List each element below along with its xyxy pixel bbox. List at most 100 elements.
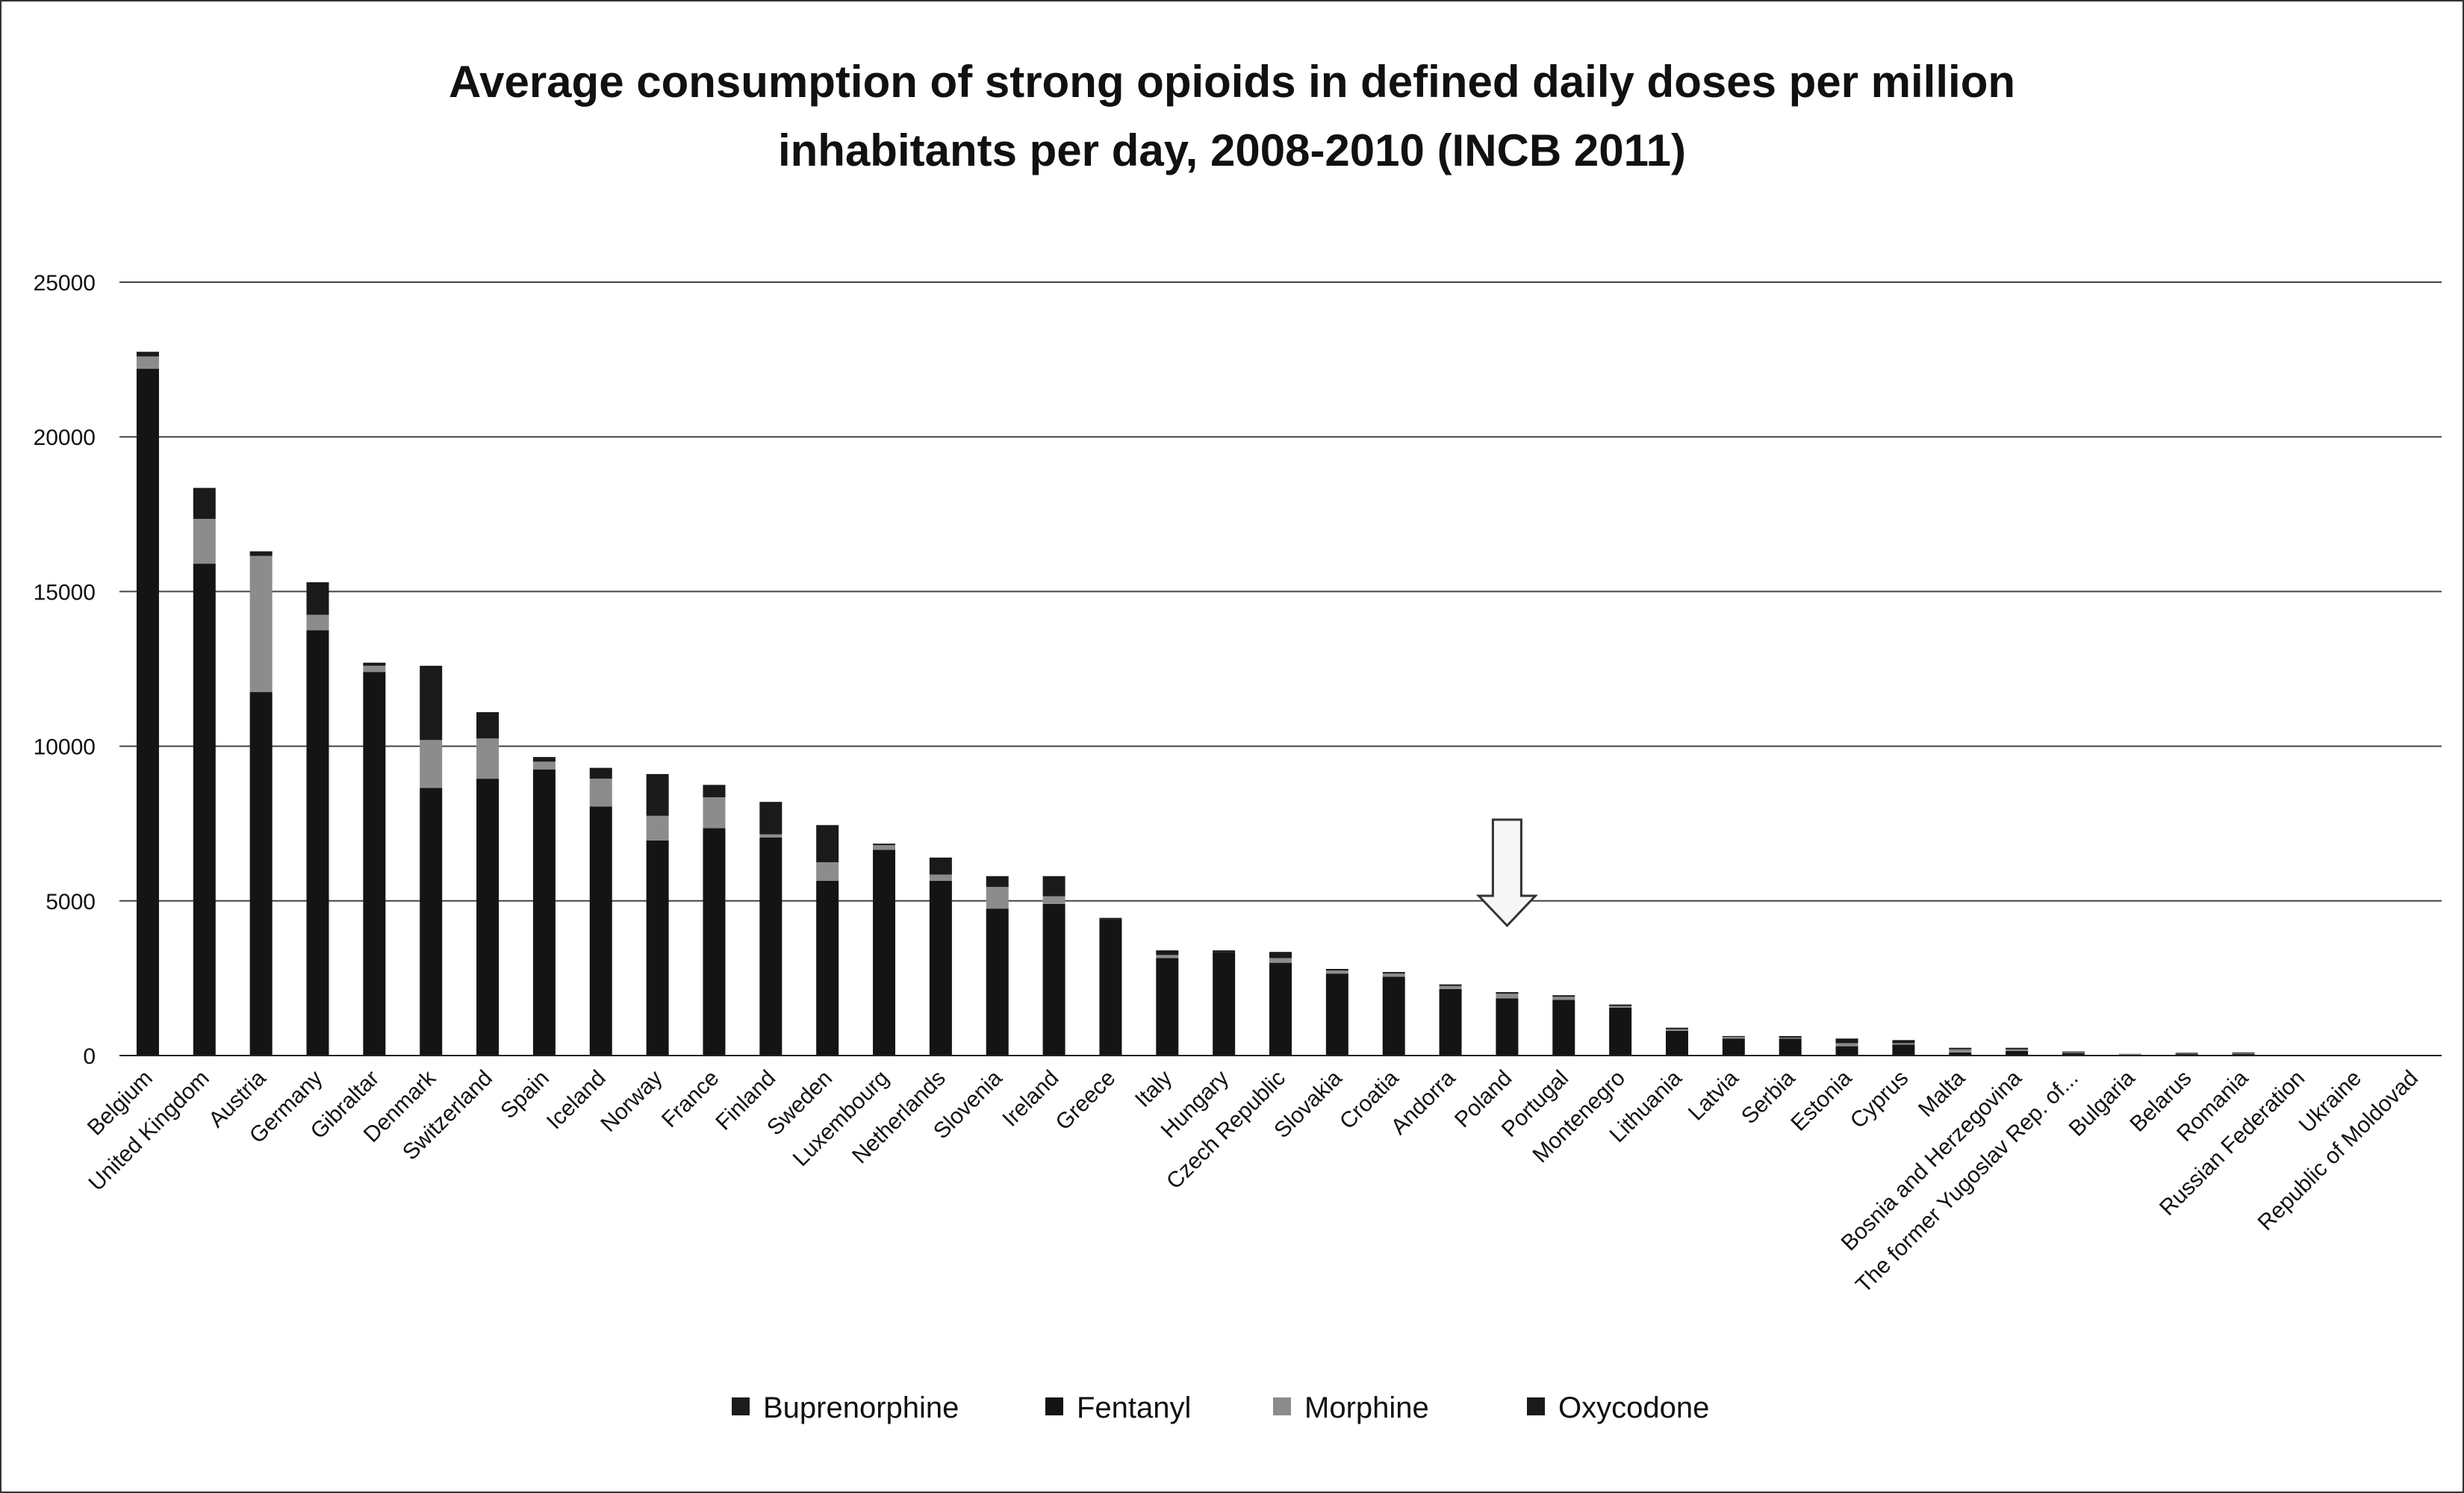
bar-segment-morphine <box>249 555 273 693</box>
bar-segment-oxycodone <box>589 767 612 779</box>
chart-title-line-2: inhabitants per day, 2008-2010 (INCB 201… <box>778 125 1686 175</box>
bar-segment-fentanyl <box>2062 1053 2085 1056</box>
bar-segment-fentanyl <box>646 840 669 1056</box>
bar-segment-oxycodone <box>1439 984 1462 986</box>
bar-segment-oxycodone <box>2062 1051 2085 1053</box>
category-label: Estonia <box>1786 1065 1856 1135</box>
bar-segment-fentanyl <box>759 837 783 1056</box>
bar-segment-fentanyl <box>986 908 1009 1056</box>
bar-segment-fentanyl <box>2006 1050 2029 1056</box>
bar-segment-morphine <box>1325 970 1348 974</box>
bar-segment-morphine <box>646 815 669 841</box>
bar-segment-morphine <box>1156 955 1179 959</box>
bar-segment-fentanyl <box>1382 976 1405 1056</box>
bar-segment-oxycodone <box>1042 876 1065 897</box>
bar-segment-fentanyl <box>816 880 839 1056</box>
y-tick-label: 20000 <box>34 426 96 450</box>
bar-segment-oxycodone <box>703 785 726 797</box>
bar-segment-oxycodone <box>1269 952 1292 959</box>
legend-swatch-fentanyl <box>1045 1397 1063 1415</box>
legend-label-fentanyl: Fentanyl <box>1077 1391 1191 1424</box>
bar-segment-fentanyl <box>136 369 159 1056</box>
bar-segment-oxycodone <box>1665 1027 1688 1029</box>
bar-segment-fentanyl <box>1213 952 1236 1056</box>
bar-segment-fentanyl <box>1552 1000 1575 1056</box>
bar-segment-oxycodone <box>249 551 273 556</box>
bar-segment-fentanyl <box>1156 958 1179 1056</box>
y-axis-ticks: 0 5000 10000 15000 20000 25000 <box>34 271 96 1069</box>
bar-segment-oxycodone <box>873 844 896 846</box>
bar-segment-fentanyl <box>2232 1053 2255 1056</box>
bar-segment-morphine <box>2175 1053 2198 1055</box>
bar-segment-oxycodone <box>759 802 783 835</box>
legend-swatch-oxycodone <box>1527 1397 1545 1415</box>
bar-segment-fentanyl <box>1835 1046 1858 1056</box>
bar-segment-oxycodone <box>136 352 159 357</box>
category-label: Italy <box>1130 1066 1177 1112</box>
bar-segment-oxycodone <box>476 712 500 739</box>
bar-segment-morphine <box>1382 973 1405 977</box>
bar-segment-oxycodone <box>1099 917 1122 920</box>
bar-segment-oxycodone <box>1835 1038 1858 1044</box>
bar-segment-oxycodone <box>420 665 443 741</box>
bar-segment-morphine <box>1609 1006 1632 1008</box>
bar-segment-fentanyl <box>1609 1007 1632 1056</box>
bar-segment-morphine <box>986 887 1009 909</box>
bar-segment-fentanyl <box>532 769 556 1056</box>
category-label: Greece <box>1051 1066 1120 1135</box>
annotations <box>1475 818 1538 928</box>
bar-segment-oxycodone <box>1325 968 1348 971</box>
bar-segment-oxycodone <box>1552 995 1575 997</box>
bar-segment-fentanyl <box>589 806 612 1056</box>
legend: Buprenorphine Fentanyl Morphine Oxycodone <box>732 1391 1709 1424</box>
bar-segment-morphine <box>759 834 783 838</box>
bar-segment-fentanyl <box>306 630 329 1056</box>
bar-segment-morphine <box>532 761 556 770</box>
bar-segment-morphine <box>193 519 216 564</box>
bar-segment-fentanyl <box>1892 1044 1915 1056</box>
bar-segment-morphine <box>929 874 952 881</box>
category-label: Andorra <box>1387 1065 1460 1139</box>
bar-segment-oxycodone <box>1949 1047 1972 1050</box>
bar-segment-morphine <box>873 845 896 850</box>
bar-segment-fentanyl <box>1269 962 1292 1056</box>
bar-segment-fentanyl <box>249 692 273 1056</box>
chart-title: Average consumption of strong opioids in… <box>449 57 2015 175</box>
bar-segment-fentanyl <box>1496 998 1519 1056</box>
bar-segment-morphine <box>2232 1053 2255 1054</box>
bar-segment-oxycodone <box>1779 1035 1802 1038</box>
bar-segment-oxycodone <box>2006 1047 2029 1050</box>
bar-segment-fentanyl <box>193 564 216 1056</box>
bar-segment-oxycodone <box>363 662 386 666</box>
gridlines <box>119 281 2442 902</box>
bar-segment-oxycodone <box>532 757 556 762</box>
bar-segment-oxycodone <box>1156 950 1179 956</box>
bar-segment-morphine <box>1552 997 1575 1000</box>
bar-segment-oxycodone <box>646 773 669 816</box>
legend-swatch-buprenorphine <box>732 1397 750 1415</box>
bar-segment-oxycodone <box>1382 972 1405 974</box>
legend-label-oxycodone: Oxycodone <box>1558 1391 1709 1424</box>
bar-segment-morphine <box>816 862 839 881</box>
legend-label-buprenorphine: Buprenorphine <box>763 1391 959 1424</box>
bar-segment-morphine <box>1269 958 1292 963</box>
bar-segment-fentanyl <box>1949 1052 1972 1056</box>
y-tick-label: 25000 <box>34 271 96 296</box>
category-label: France <box>657 1066 724 1132</box>
bar-segment-fentanyl <box>476 779 500 1056</box>
down-arrow-annotation <box>1475 818 1538 928</box>
bar-segment-morphine <box>1835 1043 1858 1047</box>
bar-segment-oxycodone <box>193 487 216 520</box>
bar-segment-fentanyl <box>1042 903 1065 1056</box>
category-label: Norway <box>596 1066 667 1137</box>
bar-segment-morphine <box>1439 985 1462 989</box>
bar-segment-morphine <box>703 797 726 829</box>
bar-segment-morphine <box>2062 1052 2085 1053</box>
y-tick-label: 10000 <box>34 735 96 760</box>
bar-segment-oxycodone <box>929 857 952 875</box>
bar-segment-fentanyl <box>1665 1030 1688 1056</box>
bar-segment-oxycodone <box>306 582 329 615</box>
bar-segment-fentanyl <box>1779 1038 1802 1056</box>
bar-segment-fentanyl <box>420 788 443 1056</box>
